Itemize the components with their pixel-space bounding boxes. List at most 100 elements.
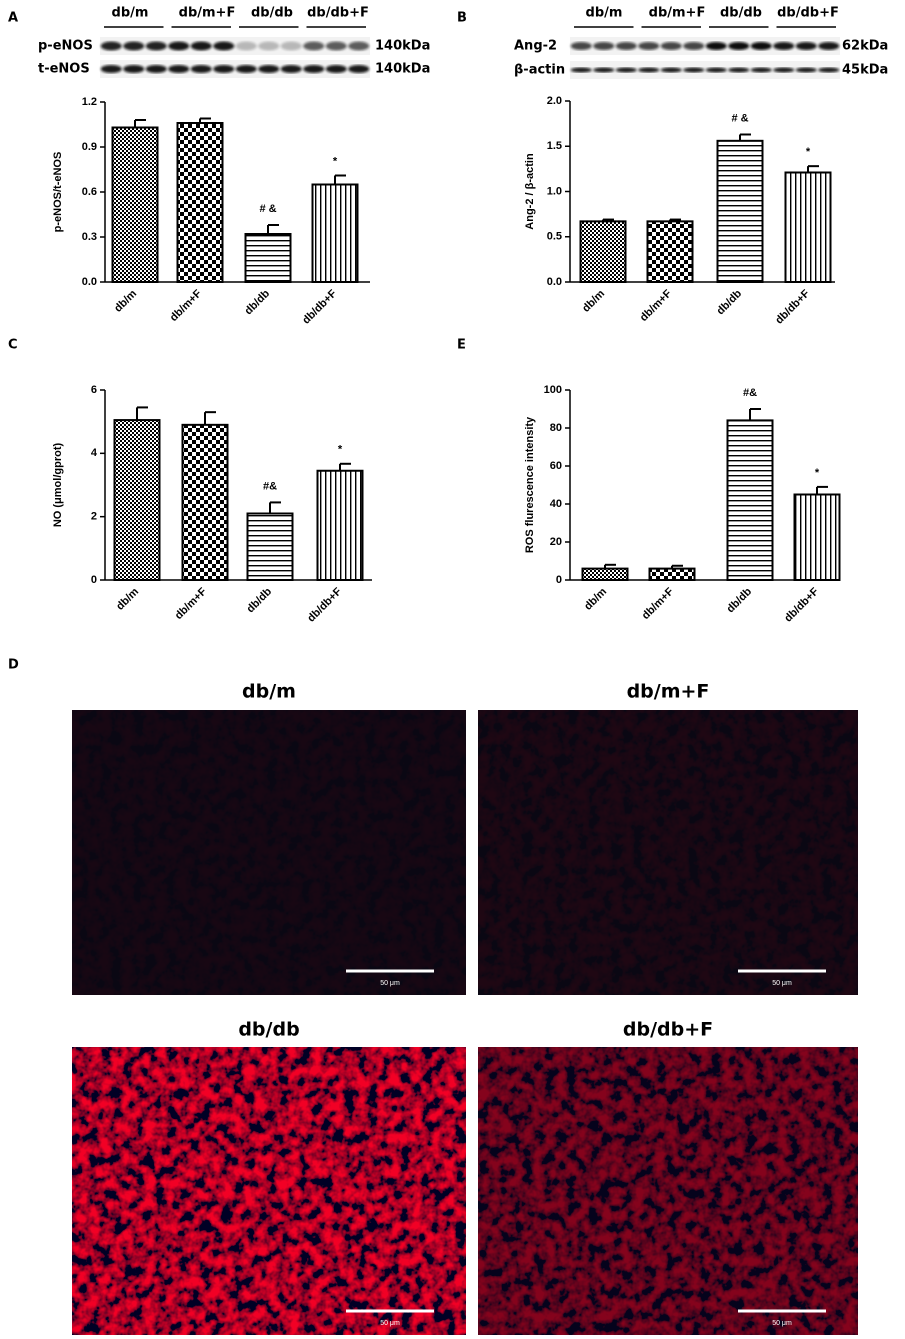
blot-band	[325, 65, 347, 73]
y-tick-label: 2	[91, 511, 97, 523]
y-tick-label: 0	[556, 574, 562, 586]
bar	[784, 171, 832, 283]
annotation: *	[333, 155, 338, 167]
y-tick-label: 0.3	[82, 231, 97, 243]
bar	[646, 220, 694, 284]
micrograph-title: db/m	[242, 681, 296, 703]
blot-size-label: 140kDa	[375, 62, 430, 77]
y-axis-label: Ang-2 / β-actin	[524, 153, 536, 230]
blot-strip	[570, 37, 840, 55]
error-bar	[602, 218, 614, 222]
y-tick-label: 80	[550, 422, 562, 434]
blot-group-label: db/db	[720, 6, 762, 21]
x-tick-label: db/m	[112, 288, 139, 315]
error-bar	[199, 117, 211, 123]
micrograph-signal	[478, 710, 858, 995]
y-tick-label: 0.0	[547, 276, 562, 288]
bar	[176, 122, 224, 283]
blot-band	[145, 41, 167, 51]
y-axis-label: p-eNOS/t-eNOS	[52, 152, 64, 233]
blot-strip	[570, 61, 840, 79]
blot-band	[615, 42, 637, 50]
micrograph-signal	[478, 1047, 858, 1335]
scale-bar-label: 50 μm	[380, 980, 400, 987]
blot-band	[705, 67, 727, 73]
y-tick-label: 20	[550, 536, 562, 548]
annotation: # &	[731, 112, 748, 124]
blot-size-label: 45kDa	[842, 63, 888, 78]
blot-band	[728, 67, 750, 73]
blot-band	[235, 65, 257, 73]
blot-band	[168, 65, 190, 73]
blot-band	[638, 67, 660, 73]
x-tick-label: db/db	[725, 585, 755, 615]
annotation: *	[806, 146, 811, 158]
bar	[648, 567, 696, 581]
micrograph-title: db/db	[238, 1019, 299, 1041]
x-tick-label: db/db+F	[773, 287, 812, 326]
error-bar	[669, 218, 681, 222]
blot-band	[145, 65, 167, 73]
error-bar	[204, 411, 216, 425]
y-tick-label: 6	[91, 384, 97, 396]
blot-band	[683, 67, 705, 73]
bar	[793, 493, 841, 581]
blot-band	[705, 42, 727, 50]
y-tick-label: 2.0	[547, 95, 562, 107]
annotation: #&	[743, 387, 757, 399]
blot-band	[123, 65, 145, 73]
bar	[111, 126, 159, 283]
error-bar	[339, 462, 351, 471]
y-tick-label: 1.5	[547, 140, 562, 152]
blot-row-label: p-eNOS	[38, 39, 93, 54]
error-bar	[739, 133, 751, 141]
blot-band	[303, 41, 325, 51]
blot-band	[213, 65, 235, 73]
error-bar	[334, 174, 346, 185]
y-tick-label: 60	[550, 460, 562, 472]
x-tick-label: db/m	[114, 586, 141, 613]
micrograph-signal	[72, 710, 466, 995]
blot-band	[348, 65, 370, 73]
x-tick-label: db/m+F	[638, 287, 675, 324]
blot-band	[615, 67, 637, 73]
error-bar	[604, 563, 616, 569]
bar	[716, 139, 764, 283]
x-tick-label: db/m+F	[173, 585, 210, 622]
panel-label: A	[8, 11, 18, 26]
blot-row-label: β-actin	[514, 63, 565, 78]
blot-band	[683, 42, 705, 50]
blot-group-label: db/db+F	[307, 6, 369, 21]
bar	[113, 419, 161, 582]
x-tick-label: db/db	[243, 287, 273, 317]
error-bar	[749, 408, 761, 421]
x-tick-label: db/m	[582, 586, 609, 613]
y-tick-label: 0	[91, 574, 97, 586]
bar	[181, 423, 229, 582]
blot-band	[190, 41, 212, 51]
blot-band	[570, 42, 592, 50]
blot-row-label: t-eNOS	[38, 62, 90, 77]
scale-bar-label: 50 μm	[772, 1320, 792, 1327]
y-tick-label: 0.0	[82, 276, 97, 288]
blot-group-label: db/db	[251, 6, 293, 21]
bar	[246, 512, 294, 581]
x-tick-label: db/db+F	[782, 585, 821, 624]
x-tick-label: db/db+F	[305, 585, 344, 624]
blot-band	[750, 67, 772, 73]
y-axis-label: NO (μmol/gprot)	[52, 443, 64, 528]
blot-band	[100, 41, 122, 51]
panel-label: D	[8, 658, 19, 673]
blot-band	[660, 67, 682, 73]
blot-band	[280, 41, 302, 51]
y-tick-label: 100	[544, 384, 562, 396]
scale-bar-label: 50 μm	[380, 1320, 400, 1327]
blot-band	[570, 67, 592, 73]
blot-band	[100, 65, 122, 73]
blot-band	[280, 65, 302, 73]
scale-bar-label: 50 μm	[772, 980, 792, 987]
error-bar	[807, 165, 819, 173]
blot-size-label: 140kDa	[375, 39, 430, 54]
micrograph-title: db/m+F	[627, 681, 710, 703]
y-tick-label: 4	[91, 447, 98, 459]
